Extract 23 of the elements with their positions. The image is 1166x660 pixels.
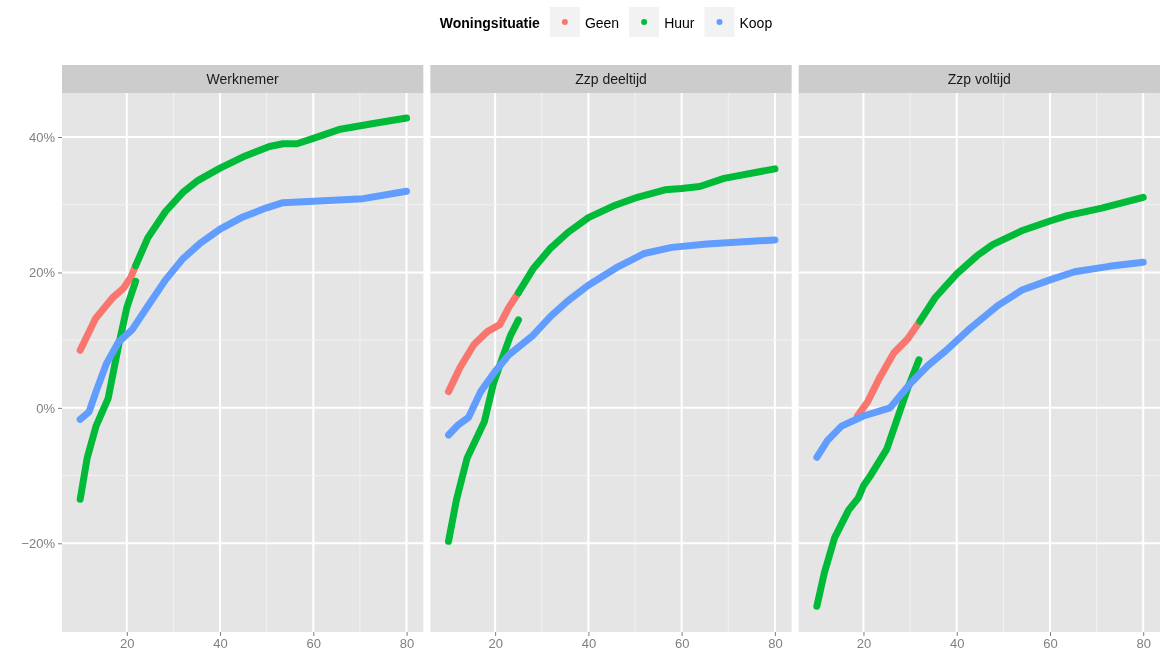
legend-label: Huur bbox=[664, 15, 695, 31]
x-tick-label: 80 bbox=[768, 636, 783, 652]
legend-label: Geen bbox=[584, 15, 620, 31]
x-tick-label: 60 bbox=[674, 636, 690, 652]
x-tick-label: 60 bbox=[306, 636, 322, 652]
y-tick-label: 20% bbox=[28, 265, 56, 281]
y-tick-label: 0% bbox=[36, 400, 56, 416]
y-tick-label: 40% bbox=[28, 129, 56, 145]
legend-title: Woningsituatie bbox=[439, 15, 541, 31]
chart-title: Zzp voltijd bbox=[947, 71, 1011, 87]
x-tick-label: 40 bbox=[581, 636, 597, 652]
y-tick-label: −20% bbox=[21, 535, 56, 551]
x-tick-label: 80 bbox=[1136, 636, 1151, 652]
chart-title: Zzp deeltijd bbox=[575, 71, 647, 87]
legend-label: Koop bbox=[739, 15, 773, 31]
x-tick-label: 40 bbox=[213, 636, 228, 652]
x-tick-label: 20 bbox=[856, 636, 872, 652]
x-tick-label: 60 bbox=[1043, 636, 1058, 652]
x-tick-label: 40 bbox=[949, 636, 965, 652]
x-tick-label: 20 bbox=[488, 636, 503, 652]
x-tick-label: 80 bbox=[399, 636, 415, 652]
x-tick-label: 20 bbox=[120, 636, 135, 652]
chart-title: Werknemer bbox=[206, 71, 280, 87]
